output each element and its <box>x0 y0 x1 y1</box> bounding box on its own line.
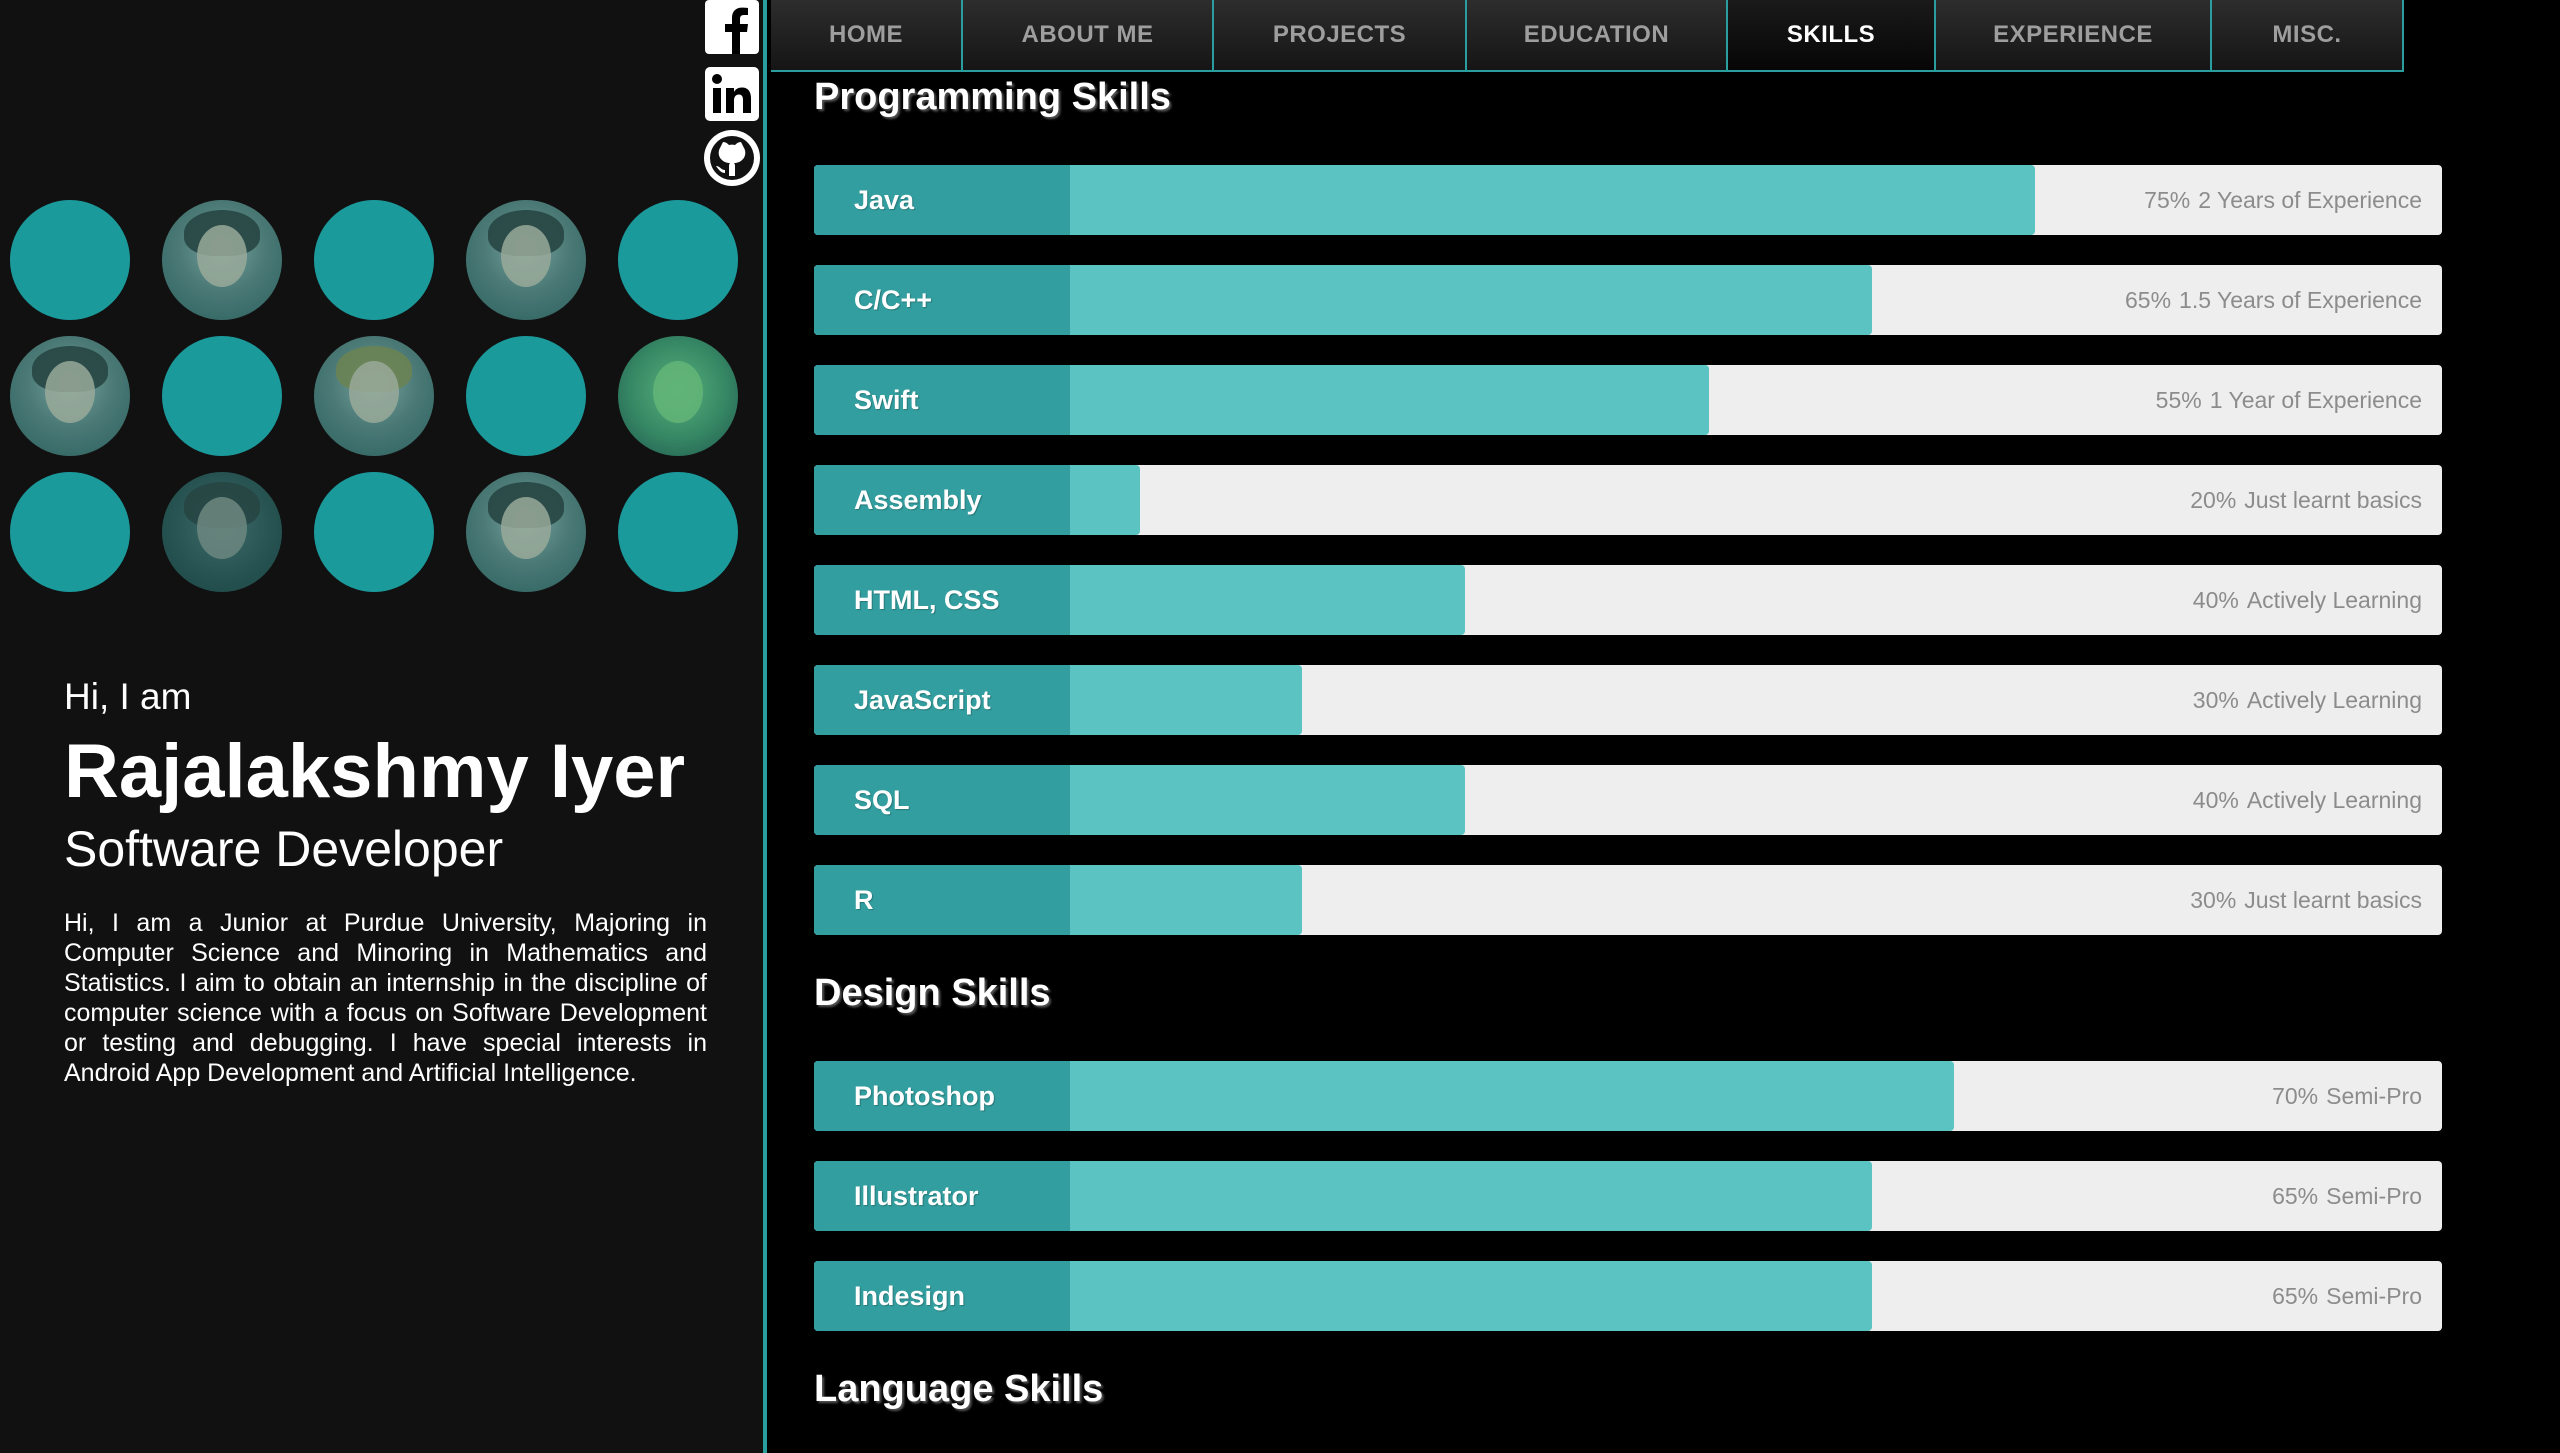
facebook-icon[interactable] <box>702 0 762 60</box>
skill-percent: 75% <box>2144 186 2191 213</box>
teal-circle <box>618 200 738 320</box>
skill-note: Semi-Pro <box>2326 1082 2422 1109</box>
skill-note: Semi-Pro <box>2326 1182 2422 1209</box>
skill-info: 75% 2 Years of Experience <box>2144 165 2422 235</box>
skill-percent: 65% <box>2272 1182 2319 1209</box>
greeting: Hi, I am <box>64 676 192 717</box>
intro: Hi, I am Rajalakshmy Iyer Software Devel… <box>64 676 707 1088</box>
skill-percent: 40% <box>2192 786 2239 813</box>
teal-circle <box>314 472 434 592</box>
skill-percent: 65% <box>2272 1282 2319 1309</box>
teal-circle <box>10 200 130 320</box>
skill-name: HTML, CSS <box>814 565 1070 635</box>
avatar-photo <box>314 336 434 456</box>
skill-name: Indesign <box>814 1261 1070 1331</box>
language-skills-title: Language Skills <box>814 1368 1104 1410</box>
skill-info: 40% Actively Learning <box>2193 565 2422 635</box>
top-nav: HOME ABOUT ME PROJECTS EDUCATION SKILLS … <box>771 0 2404 72</box>
skill-note: 1 Year of Experience <box>2209 386 2422 413</box>
tab-misc[interactable]: MISC. <box>2212 0 2404 72</box>
tab-projects[interactable]: PROJECTS <box>1214 0 1467 72</box>
skill-name: C/C++ <box>814 265 1070 335</box>
skill-note: Actively Learning <box>2246 786 2422 813</box>
skill-bar: R 30% Just learnt basics <box>814 865 2442 935</box>
skill-name: Swift <box>814 365 1070 435</box>
avatar-photo <box>162 200 282 320</box>
skill-bar: Java 75% 2 Years of Experience <box>814 165 2442 235</box>
skill-note: Semi-Pro <box>2326 1282 2422 1309</box>
avatar-photo <box>162 472 282 592</box>
profile-bio: Hi, I am a Junior at Purdue University, … <box>64 908 707 1087</box>
profile-role: Software Developer <box>64 820 504 877</box>
design-skills-title: Design Skills <box>814 972 1051 1014</box>
profile-name: Rajalakshmy Iyer <box>64 729 686 814</box>
skill-bar: SQL 40% Actively Learning <box>814 765 2442 835</box>
programming-skills-title: Programming Skills <box>814 76 1171 118</box>
skill-info: 30% Just learnt basics <box>2190 865 2422 935</box>
skill-info: 65% Semi-Pro <box>2272 1161 2422 1231</box>
tab-experience[interactable]: EXPERIENCE <box>1936 0 2212 72</box>
skill-bar: Photoshop 70% Semi-Pro <box>814 1061 2442 1131</box>
tab-home[interactable]: HOME <box>771 0 963 72</box>
teal-circle <box>466 336 586 456</box>
skill-name: Java <box>814 165 1070 235</box>
skill-info: 20% Just learnt basics <box>2190 465 2422 535</box>
skill-percent: 30% <box>2192 686 2239 713</box>
skill-note: Just learnt basics <box>2244 486 2422 513</box>
avatar-photo <box>466 472 586 592</box>
teal-circle <box>314 200 434 320</box>
skill-percent: 70% <box>2272 1082 2319 1109</box>
skill-name: Assembly <box>814 465 1070 535</box>
skill-info: 40% Actively Learning <box>2193 765 2422 835</box>
skill-bar: JavaScript 30% Actively Learning <box>814 665 2442 735</box>
teal-circle <box>162 336 282 456</box>
skill-percent: 20% <box>2190 486 2237 513</box>
skill-note: Actively Learning <box>2246 586 2422 613</box>
skill-percent: 65% <box>2125 286 2172 313</box>
skill-note: Actively Learning <box>2246 686 2422 713</box>
skill-bar: HTML, CSS 40% Actively Learning <box>814 565 2442 635</box>
linkedin-icon[interactable] <box>702 64 762 124</box>
skill-percent: 55% <box>2155 386 2202 413</box>
tab-skills[interactable]: SKILLS <box>1728 0 1936 72</box>
skill-name: JavaScript <box>814 665 1070 735</box>
avatar-photo <box>10 336 130 456</box>
skill-info: 30% Actively Learning <box>2193 665 2422 735</box>
github-icon[interactable] <box>702 128 762 188</box>
skill-info: 65% Semi-Pro <box>2272 1261 2422 1331</box>
tab-education[interactable]: EDUCATION <box>1467 0 1728 72</box>
skill-name: R <box>814 865 1070 935</box>
skill-name: Photoshop <box>814 1061 1070 1131</box>
skill-note: Just learnt basics <box>2244 886 2422 913</box>
skill-bar: Swift 55% 1 Year of Experience <box>814 365 2442 435</box>
skill-name: Illustrator <box>814 1161 1070 1231</box>
skill-percent: 30% <box>2190 886 2237 913</box>
skill-bar: C/C++ 65% 1.5 Years of Experience <box>814 265 2442 335</box>
skill-bar: Illustrator 65% Semi-Pro <box>814 1161 2442 1231</box>
teal-circle <box>618 472 738 592</box>
skill-info: 70% Semi-Pro <box>2272 1061 2422 1131</box>
social-links <box>702 0 762 192</box>
skill-percent: 40% <box>2192 586 2239 613</box>
skill-bar: Indesign 65% Semi-Pro <box>814 1261 2442 1331</box>
skill-note: 1.5 Years of Experience <box>2179 286 2422 313</box>
skill-name: SQL <box>814 765 1070 835</box>
avatar-photo <box>466 200 586 320</box>
skill-info: 55% 1 Year of Experience <box>2156 365 2422 435</box>
skill-note: 2 Years of Experience <box>2198 186 2422 213</box>
skill-info: 65% 1.5 Years of Experience <box>2125 265 2422 335</box>
tab-about-me[interactable]: ABOUT ME <box>963 0 1214 72</box>
sidebar: Hi, I am Rajalakshmy Iyer Software Devel… <box>0 0 767 1453</box>
teal-circle <box>10 472 130 592</box>
avatar-photo <box>618 336 738 456</box>
skill-bar: Assembly 20% Just learnt basics <box>814 465 2442 535</box>
